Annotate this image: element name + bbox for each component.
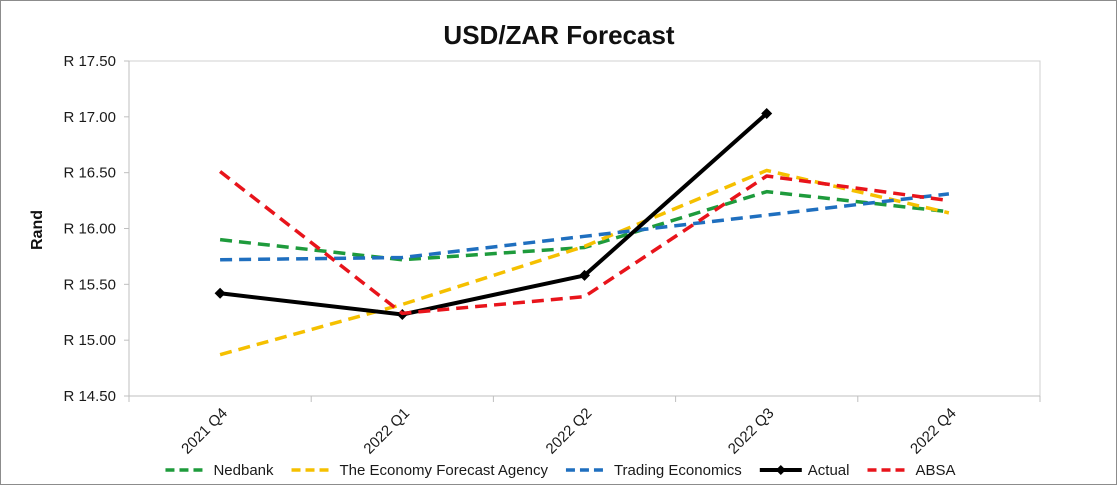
y-tick-label: R 15.00	[63, 332, 116, 349]
x-tick-label: 2022 Q1	[360, 405, 413, 458]
legend-label-trading-economics: Trading Economics	[614, 462, 742, 479]
legend-label-the-economy-forecast-agency: The Economy Forecast Agency	[340, 462, 549, 479]
legend-label-nedbank: Nedbank	[213, 462, 274, 479]
series-line-absa	[219, 170, 950, 316]
plot-area	[128, 60, 1041, 397]
legend-marker-actual	[775, 465, 786, 475]
legend-label-absa: ABSA	[916, 462, 956, 479]
chart-title: USD/ZAR Forecast	[443, 20, 674, 50]
series-line-nedbank	[219, 189, 950, 262]
data-point-actual	[579, 269, 590, 281]
y-tick-label: R 17.00	[63, 109, 116, 126]
y-axis-label-group: Rand	[29, 210, 46, 250]
legend: Nedbank The Economy Forecast Agency Tradin…	[165, 462, 956, 479]
x-tick-label: 2022 Q4	[907, 405, 960, 458]
x-tick-label: 2022 Q3	[725, 405, 778, 458]
data-point-actual	[214, 287, 226, 299]
y-tick-label: R 16.50	[63, 165, 116, 182]
series-line-the-economy-forecast-agency	[219, 168, 950, 357]
y-tick-label: R 17.50	[63, 53, 116, 70]
series-line-actual	[219, 111, 769, 317]
y-axis-label: Rand	[29, 210, 46, 250]
data-point-actual	[761, 107, 773, 119]
x-tick-label: 2022 Q2	[543, 405, 596, 458]
y-tick-label: R 14.50	[63, 388, 116, 405]
y-tick-label: R 15.50	[63, 276, 116, 293]
series-layer	[214, 107, 950, 357]
y-tick-label: R 16.00	[63, 221, 116, 238]
series-line-trading-economics	[220, 192, 950, 262]
legend-label-actual: Actual	[808, 462, 850, 479]
x-tick-label: 2021 Q4	[178, 405, 231, 458]
